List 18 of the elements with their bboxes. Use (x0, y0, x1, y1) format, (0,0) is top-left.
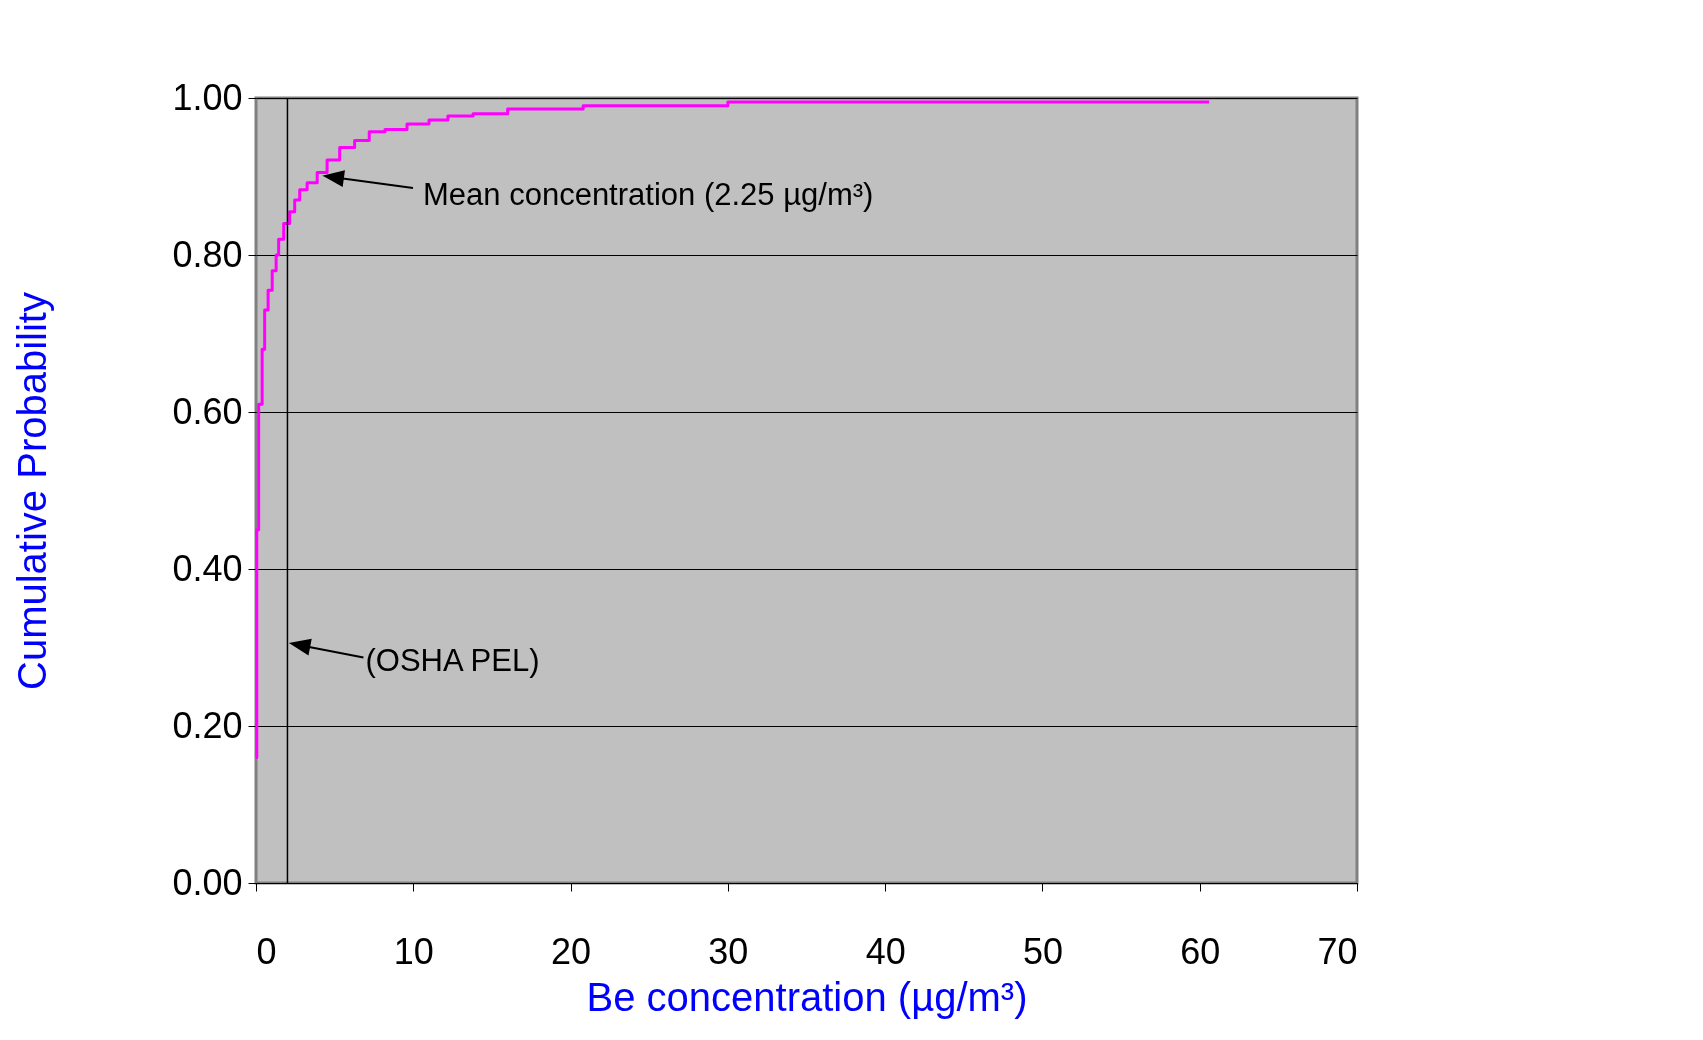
x-tick-label: 40 (865, 930, 906, 972)
ref-line-label: (OSHA PEL) (365, 642, 540, 678)
x-axis-title: Be concentration (µg/m³) (586, 974, 1028, 1019)
x-tick-label: 10 (393, 930, 434, 972)
y-tick-label: 0.00 (172, 861, 243, 903)
y-tick-label: 0.80 (172, 233, 243, 275)
x-tick-label: 50 (1022, 930, 1063, 972)
y-axis-title: Cumulative Probability (10, 292, 55, 690)
annotation: Mean concentration (2.25 µg/m³) (423, 177, 874, 212)
x-tick-label: 70 (1317, 930, 1358, 972)
y-tick-label: 0.40 (172, 547, 243, 589)
x-tick-label: 0 (256, 930, 277, 972)
y-tick-label: 0.20 (172, 704, 243, 746)
x-tick-label: 60 (1180, 930, 1221, 972)
x-tick-label: 30 (708, 930, 749, 972)
y-tick-label: 0.60 (172, 390, 243, 432)
x-tick-label: 20 (551, 930, 592, 972)
y-tick-label: 1.00 (172, 76, 243, 118)
